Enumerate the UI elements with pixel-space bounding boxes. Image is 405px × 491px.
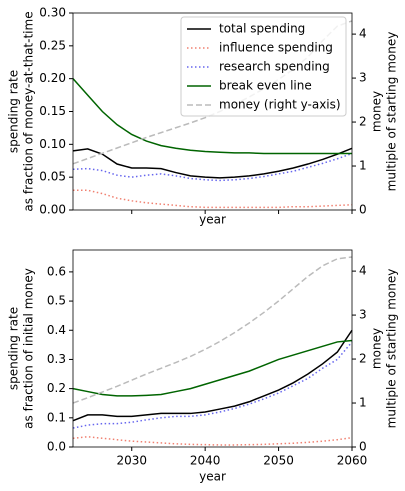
series-line xyxy=(72,329,353,422)
y-axis-label: as fraction of initial money xyxy=(22,268,36,429)
y2-tick-label: 2 xyxy=(359,115,367,129)
y-tick-label: 0.5 xyxy=(47,294,66,308)
legend-label: money (right y-axis) xyxy=(219,98,341,112)
y-tick-label: 0.0 xyxy=(47,440,66,454)
y2-tick-label: 3 xyxy=(359,308,367,322)
y2-axis-label: multiple of starting money xyxy=(385,32,399,192)
x-axis-label: year xyxy=(199,470,226,484)
y2-tick-label: 3 xyxy=(359,71,367,85)
series-line xyxy=(72,152,353,182)
x-tick-label: 2050 xyxy=(263,454,294,468)
legend-label: influence spending xyxy=(219,41,333,55)
y-axis-label: spending rate xyxy=(7,70,21,153)
legend-box xyxy=(180,16,347,117)
y-tick-label: 0.25 xyxy=(39,38,66,52)
y-tick-label: 0.1 xyxy=(47,410,66,424)
plot-frame xyxy=(72,12,353,211)
plot-frame xyxy=(72,249,353,448)
series-line xyxy=(73,189,353,209)
y2-axis-label: money xyxy=(370,91,384,132)
y-tick-label: 0.2 xyxy=(47,381,66,395)
y-tick-label: 0.3 xyxy=(47,352,66,366)
y-tick-label: 0.00 xyxy=(39,203,66,217)
y-tick-label: 0.30 xyxy=(39,6,66,20)
x-tick-label: 2040 xyxy=(190,454,221,468)
legend-label: research spending xyxy=(219,60,330,74)
y-tick-label: 0.05 xyxy=(39,170,66,184)
y-tick-label: 0.20 xyxy=(39,71,66,85)
y2-tick-label: 1 xyxy=(359,396,367,410)
y-tick-label: 0.6 xyxy=(47,264,66,278)
y-axis-label: as fraction of money-at-that-time xyxy=(22,11,36,211)
series-line xyxy=(72,256,353,404)
series-line xyxy=(72,339,353,397)
y2-axis-label: multiple of starting money xyxy=(385,269,399,429)
legend-label: break even line xyxy=(219,79,312,93)
y2-tick-label: 4 xyxy=(359,27,367,41)
y-tick-label: 0.4 xyxy=(47,323,66,337)
y2-tick-label: 4 xyxy=(359,264,367,278)
y-tick-label: 0.10 xyxy=(39,137,66,151)
series-line xyxy=(72,341,353,429)
y2-tick-label: 0 xyxy=(359,203,367,217)
y2-tick-label: 1 xyxy=(359,159,367,173)
x-tick-label: 2060 xyxy=(337,454,368,468)
y2-tick-label: 2 xyxy=(359,352,367,366)
legend-label: total spending xyxy=(219,22,305,36)
series-line xyxy=(72,78,352,155)
series-line xyxy=(72,436,353,446)
series-line xyxy=(72,147,353,179)
y2-tick-label: 0 xyxy=(359,440,367,454)
y2-axis-label: money xyxy=(370,328,384,369)
x-tick-label: 2030 xyxy=(116,454,147,468)
x-axis-label: year xyxy=(199,213,226,227)
y-tick-label: 0.15 xyxy=(39,104,66,118)
y-axis-label: spending rate xyxy=(7,307,21,390)
